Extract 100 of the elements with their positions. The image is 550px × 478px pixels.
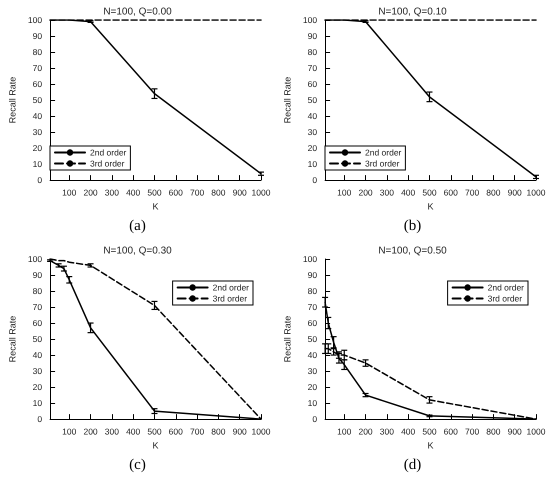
text: (b) xyxy=(402,217,422,236)
x-tick-label: 300 xyxy=(104,426,120,437)
y-tick-label: 70 xyxy=(32,63,42,74)
x-tick-label: 600 xyxy=(168,426,184,437)
legend-label: 3rd order xyxy=(212,294,248,304)
y-tick-label: 100 xyxy=(302,15,318,25)
y-axis-title: Recall Rate xyxy=(8,316,18,362)
y-tick-label: 80 xyxy=(308,47,318,58)
y-tick-label: 100 xyxy=(302,254,318,264)
y-tick-label: 50 xyxy=(308,334,318,344)
x-tick-label: 400 xyxy=(401,188,416,198)
x-tick-label: 600 xyxy=(168,188,184,198)
x-tick-label: 800 xyxy=(486,426,501,437)
y-tick-label: 90 xyxy=(308,31,318,42)
y-tick-label: 50 xyxy=(308,95,318,106)
chart-title: N=100, Q=0.00 xyxy=(103,6,172,18)
y-axis-title: Recall Rate xyxy=(8,76,18,124)
y-tick-label: 0 xyxy=(312,414,318,424)
x-tick-label: 1000 xyxy=(252,426,271,437)
chart-title: N=100, Q=0.30 xyxy=(103,246,172,256)
x-tick-label: 600 xyxy=(444,188,458,198)
x-tick-label: 500 xyxy=(422,426,437,437)
y-tick-label: 40 xyxy=(308,111,318,122)
x-tick-label: 100 xyxy=(62,188,77,198)
text: (d) xyxy=(402,456,422,475)
y-tick-label: 60 xyxy=(32,79,42,90)
x-tick-label: 700 xyxy=(190,426,204,437)
y-tick-label: 10 xyxy=(32,398,42,408)
legend-label: 2nd order xyxy=(488,282,524,292)
x-axis-title: K xyxy=(428,440,434,450)
y-tick-label: 30 xyxy=(308,366,318,376)
y-tick-label: 20 xyxy=(308,143,318,154)
x-tick-label: 800 xyxy=(211,188,226,198)
legend-label: 3rd order xyxy=(365,158,400,168)
y-tick-label: 30 xyxy=(32,366,42,376)
y-tick-label: 70 xyxy=(32,302,42,312)
x-axis-title: K xyxy=(152,202,159,212)
x-tick-label: 500 xyxy=(422,188,437,198)
y-tick-label: 10 xyxy=(32,159,42,170)
x-tick-label: 200 xyxy=(83,188,98,198)
y-tick-label: 70 xyxy=(308,63,318,74)
chart-title: N=100, Q=0.50 xyxy=(378,246,448,256)
x-tick-label: 300 xyxy=(380,426,394,437)
legend-label: 2nd order xyxy=(212,282,250,292)
y-tick-label: 60 xyxy=(308,318,318,328)
x-tick-label: 500 xyxy=(147,188,162,198)
y-tick-label: 100 xyxy=(28,15,42,25)
y-tick-label: 10 xyxy=(308,398,318,408)
x-tick-label: 500 xyxy=(147,426,162,437)
y-axis-title: Recall Rate xyxy=(282,316,292,362)
y-tick-label: 70 xyxy=(308,302,318,312)
legend-label: 3rd order xyxy=(488,294,522,304)
x-tick-label: 700 xyxy=(464,188,480,198)
y-tick-label: 30 xyxy=(308,127,318,138)
y-tick-label: 90 xyxy=(308,270,318,280)
x-axis-title: K xyxy=(152,440,159,450)
x-tick-label: 800 xyxy=(211,426,226,437)
x-tick-label: 900 xyxy=(232,426,248,437)
x-tick-label: 1000 xyxy=(252,188,271,198)
x-tick-label: 300 xyxy=(104,188,120,198)
y-tick-label: 80 xyxy=(308,286,318,296)
x-tick-label: 300 xyxy=(380,188,394,198)
x-tick-label: 1000 xyxy=(526,188,546,198)
y-tick-label: 0 xyxy=(37,414,42,424)
y-tick-label: 40 xyxy=(308,350,318,360)
text: (a) xyxy=(128,217,147,236)
y-axis-title: Recall Rate xyxy=(282,76,292,124)
y-tick-label: 30 xyxy=(32,127,42,138)
y-tick-label: 100 xyxy=(28,254,42,264)
x-tick-label: 1000 xyxy=(526,426,546,437)
x-tick-label: 100 xyxy=(62,426,77,437)
x-tick-label: 900 xyxy=(508,426,522,437)
x-tick-label: 700 xyxy=(464,426,480,437)
x-tick-label: 400 xyxy=(126,426,141,437)
y-tick-label: 60 xyxy=(308,79,318,90)
x-tick-label: 800 xyxy=(486,188,501,198)
y-tick-label: 40 xyxy=(32,111,42,122)
legend-label: 3rd order xyxy=(90,158,125,168)
x-tick-label: 200 xyxy=(358,426,373,437)
x-tick-label: 600 xyxy=(444,426,458,437)
y-tick-label: 90 xyxy=(32,270,42,280)
text: (c) xyxy=(128,456,147,475)
x-tick-label: 200 xyxy=(358,188,373,198)
y-tick-label: 50 xyxy=(32,95,42,106)
x-tick-label: 900 xyxy=(508,188,522,198)
y-tick-label: 20 xyxy=(308,382,318,392)
y-tick-label: 20 xyxy=(32,143,42,154)
x-tick-label: 200 xyxy=(83,426,98,437)
legend-label: 2nd order xyxy=(90,148,127,158)
chart-title: N=100, Q=0.10 xyxy=(378,6,448,18)
x-tick-label: 100 xyxy=(337,188,352,198)
y-tick-label: 60 xyxy=(32,318,42,328)
y-tick-label: 40 xyxy=(32,350,42,360)
y-tick-label: 50 xyxy=(32,334,42,344)
x-tick-label: 400 xyxy=(401,426,416,437)
y-tick-label: 90 xyxy=(32,31,42,42)
x-tick-label: 400 xyxy=(126,188,141,198)
y-tick-label: 80 xyxy=(32,47,42,58)
x-tick-label: 900 xyxy=(232,188,248,198)
x-tick-label: 100 xyxy=(337,426,352,437)
